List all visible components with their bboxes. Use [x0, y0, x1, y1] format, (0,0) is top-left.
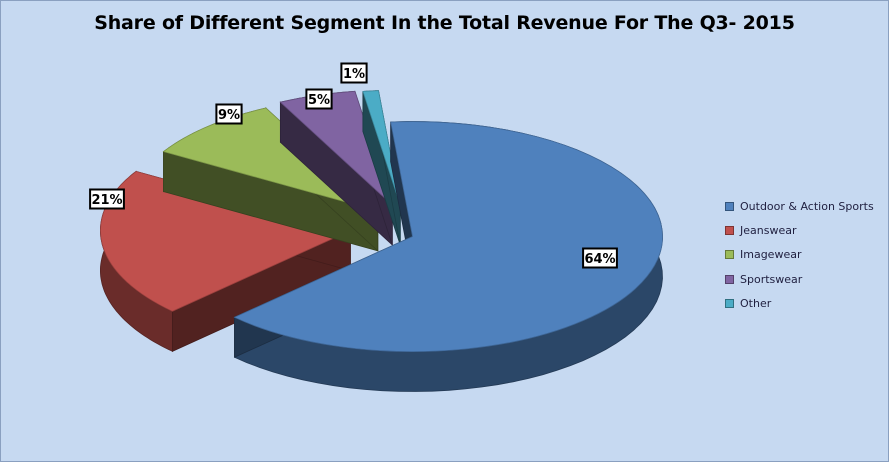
legend-label: Jeanswear	[740, 223, 797, 237]
legend-item: Other	[725, 291, 874, 315]
pie-slice-other	[362, 90, 401, 246]
data-label: 21%	[89, 188, 125, 210]
pie-slice-outdoor-action-sports	[233, 121, 663, 392]
chart-title: Share of Different Segment In the Total …	[94, 12, 795, 34]
legend-label: Other	[740, 296, 772, 310]
legend-label: Outdoor & Action Sports	[740, 199, 874, 213]
legend-item: Outdoor & Action Sports	[725, 194, 874, 218]
data-label: 5%	[305, 88, 333, 110]
data-label-text: 5%	[308, 93, 330, 108]
legend-item: Jeanswear	[725, 218, 874, 242]
data-label: 1%	[340, 62, 368, 84]
data-label-text: 64%	[584, 252, 615, 267]
data-label-text: 21%	[91, 193, 122, 208]
data-label: 64%	[582, 247, 618, 269]
legend-label: Sportswear	[740, 272, 803, 286]
legend-swatch	[725, 201, 734, 211]
legend-label: Imagewear	[740, 248, 802, 262]
legend: Outdoor & Action Sports Jeanswear Imagewea…	[725, 194, 874, 315]
legend-swatch	[725, 250, 734, 260]
legend-swatch	[725, 298, 734, 308]
data-label-text: 9%	[218, 108, 240, 123]
data-label-text: 1%	[343, 67, 365, 82]
legend-swatch	[725, 225, 734, 235]
pie-slice-sportswear	[279, 90, 394, 246]
data-label: 9%	[215, 103, 243, 125]
legend-swatch	[725, 274, 734, 284]
legend-item: Sportswear	[725, 267, 874, 291]
legend-item: Imagewear	[725, 243, 874, 267]
